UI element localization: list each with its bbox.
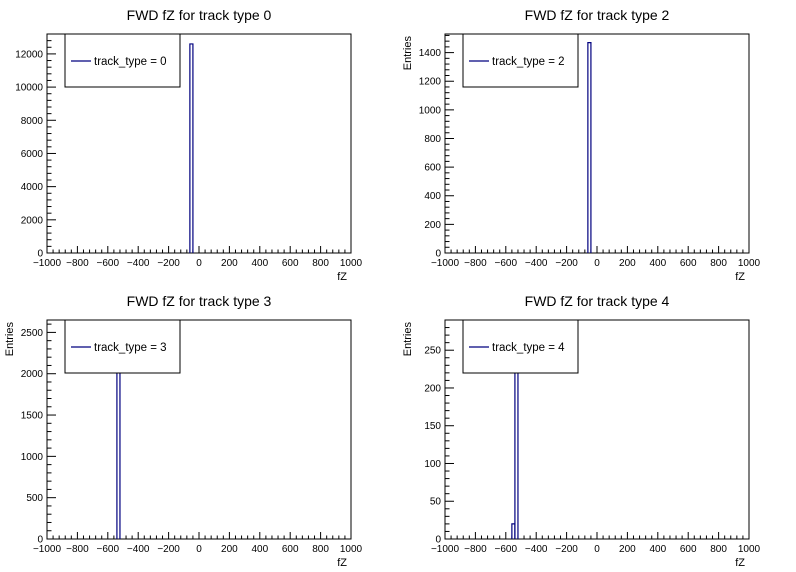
x-tick-label: −1000 — [431, 258, 460, 269]
y-tick-label: 1200 — [419, 77, 442, 88]
x-tick-label: −600 — [97, 544, 120, 555]
x-tick-label: −400 — [127, 544, 150, 555]
y-tick-label: 2500 — [21, 328, 44, 339]
y-tick-label: 150 — [424, 421, 441, 432]
x-tick-label: 200 — [221, 544, 238, 555]
x-tick-label: −800 — [464, 544, 487, 555]
y-tick-label: 0 — [37, 249, 43, 260]
y-tick-label: 200 — [424, 383, 441, 394]
x-tick-label: 200 — [619, 544, 636, 555]
legend: track_type = 3 — [64, 319, 181, 374]
x-tick-label: −200 — [555, 544, 578, 555]
x-tick-label: −400 — [525, 258, 548, 269]
legend-label: track_type = 2 — [492, 56, 565, 68]
y-tick-label: 250 — [424, 346, 441, 357]
x-tick-label: 0 — [196, 258, 202, 269]
x-tick-label: −600 — [495, 258, 518, 269]
x-tick-label: −200 — [157, 544, 180, 555]
x-tick-label: −800 — [66, 544, 89, 555]
y-tick-label: 2000 — [21, 369, 44, 380]
x-tick-label: 200 — [619, 258, 636, 269]
histogram-bin — [587, 41, 592, 253]
y-tick-label: 0 — [435, 249, 441, 260]
y-tick-label: 10000 — [15, 83, 43, 94]
x-tick-label: 600 — [680, 544, 697, 555]
y-tick-label: 1000 — [21, 452, 44, 463]
chart-title: FWD fZ for track type 3 — [127, 293, 272, 309]
legend-label: track_type = 0 — [94, 56, 167, 68]
legend-label: track_type = 4 — [492, 342, 565, 354]
y-tick-label: 8000 — [21, 116, 44, 127]
y-tick-label: 200 — [424, 220, 441, 231]
x-tick-label: 600 — [282, 544, 299, 555]
x-tick-label: −1000 — [33, 544, 62, 555]
histogram-panel-0: FWD fZ for track type 0 −1000 −800 −600 −400… — [15, 7, 362, 283]
y-tick-label: 6000 — [21, 149, 44, 160]
x-tick-label: −200 — [157, 258, 180, 269]
y-tick-label: 2000 — [21, 215, 44, 226]
y-tick-label: 0 — [435, 535, 441, 546]
x-tick-label: 800 — [312, 258, 329, 269]
x-axis-label: fZ — [735, 557, 745, 569]
x-tick-label: −600 — [495, 544, 518, 555]
y-tick-label: 100 — [424, 459, 441, 470]
x-tick-label: 1000 — [340, 258, 363, 269]
y-tick-label: 50 — [430, 497, 442, 508]
y-tick-label: 400 — [424, 191, 441, 202]
x-tick-label: 400 — [649, 258, 666, 269]
x-tick-label: 1000 — [738, 258, 761, 269]
y-tick-label: 0 — [37, 535, 43, 546]
y-tick-label: 12000 — [15, 49, 43, 60]
x-tick-label: 400 — [251, 258, 268, 269]
legend: track_type = 2 — [462, 33, 579, 88]
x-axis-label: fZ — [337, 271, 347, 283]
x-axis-label: fZ — [735, 271, 745, 283]
x-tick-label: 0 — [196, 544, 202, 555]
y-tick-label: 1400 — [419, 48, 442, 59]
chart-title: FWD fZ for track type 4 — [525, 293, 670, 309]
y-tick-label: 4000 — [21, 182, 44, 193]
y-tick-label: 1000 — [419, 105, 442, 116]
x-tick-label: 600 — [282, 258, 299, 269]
x-tick-label: −400 — [525, 544, 548, 555]
histogram-panel-2: FWD fZ for track type 3 −1000 −800 −600 −400… — [4, 293, 363, 569]
x-tick-label: −800 — [464, 258, 487, 269]
x-tick-label: 1000 — [738, 544, 761, 555]
legend: track_type = 4 — [462, 319, 579, 374]
histogram-panel-3: FWD fZ for track type 4 −1000 −800 −600 −400… — [402, 293, 761, 569]
x-tick-label: −1000 — [431, 544, 460, 555]
y-tick-label: 1500 — [21, 411, 44, 422]
x-tick-label: 800 — [710, 544, 727, 555]
legend: track_type = 0 — [64, 33, 181, 88]
x-tick-label: 600 — [680, 258, 697, 269]
chart-title: FWD fZ for track type 0 — [127, 7, 272, 23]
chart-title: FWD fZ for track type 2 — [525, 7, 670, 23]
x-tick-label: 200 — [221, 258, 238, 269]
y-axis-label: Entries — [402, 322, 414, 357]
y-tick-label: 500 — [26, 493, 43, 504]
y-tick-label: 800 — [424, 134, 441, 145]
x-tick-label: −800 — [66, 258, 89, 269]
x-tick-label: 0 — [594, 544, 600, 555]
x-tick-label: 800 — [710, 258, 727, 269]
x-tick-label: 800 — [312, 544, 329, 555]
x-tick-label: 400 — [649, 544, 666, 555]
x-tick-label: −1000 — [33, 258, 62, 269]
x-axis-label: fZ — [337, 557, 347, 569]
histogram-bin — [189, 43, 194, 253]
x-tick-label: −200 — [555, 258, 578, 269]
x-tick-label: −400 — [127, 258, 150, 269]
x-tick-label: 0 — [594, 258, 600, 269]
y-axis-label: Entries — [4, 322, 16, 357]
x-tick-label: 400 — [251, 544, 268, 555]
x-tick-label: 1000 — [340, 544, 363, 555]
legend-label: track_type = 3 — [94, 342, 167, 354]
histogram-panel-1: FWD fZ for track type 2 −1000 −800 −600 −400… — [402, 7, 761, 283]
y-axis-label: Entries — [402, 36, 414, 71]
y-tick-label: 600 — [424, 163, 441, 174]
x-tick-label: −600 — [97, 258, 120, 269]
